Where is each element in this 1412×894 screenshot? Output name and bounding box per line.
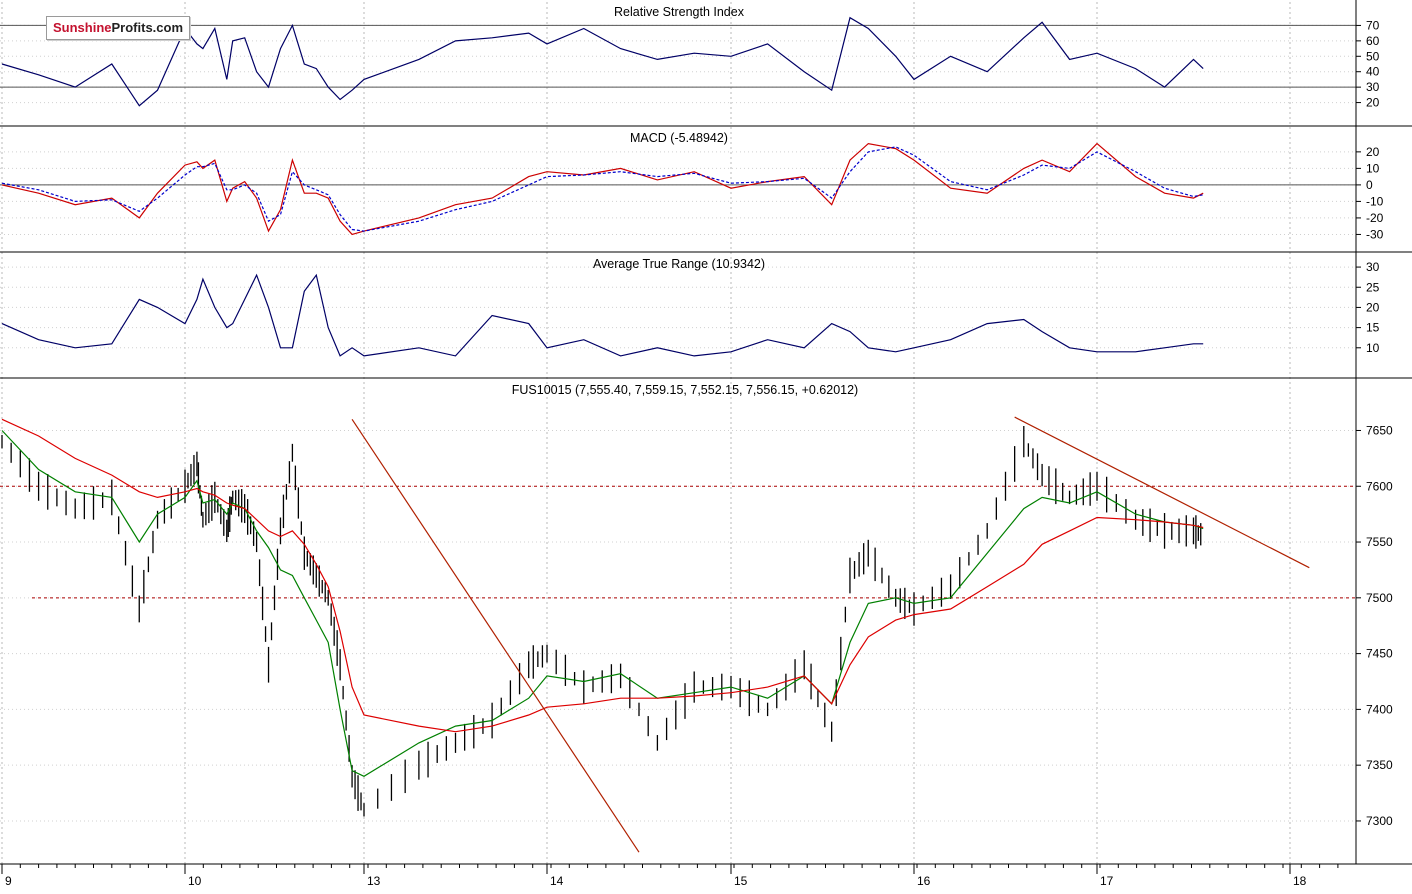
panel-1-ytick-label-2: 0 [1366, 178, 1373, 192]
x-tick-label-17: 17 [1100, 874, 1114, 888]
panel-1-ytick-label-1: 10 [1366, 161, 1380, 175]
panel-3-ytick-label-1: 7600 [1366, 479, 1393, 493]
x-tick-label-10: 10 [188, 874, 202, 888]
trendline-0 [351, 418, 640, 853]
panel-3-ytick-label-7: 7300 [1366, 814, 1393, 828]
panel-3-ytick-label-0: 7650 [1366, 423, 1393, 437]
panel-0-ytick-label-5: 20 [1366, 96, 1380, 110]
x-tick-label-13: 13 [367, 874, 381, 888]
moving-average-line-1 [1, 418, 1204, 733]
panel-2-ytick-label-3: 15 [1366, 321, 1380, 335]
x-tick-label-18: 18 [1293, 874, 1307, 888]
trendline-1 [1014, 416, 1310, 569]
panel-3-ytick-label-2: 7550 [1366, 535, 1393, 549]
logo: SunshineProfits.com [46, 16, 191, 40]
panel-0-ytick-label-1: 60 [1366, 34, 1380, 48]
panel-0-ytick-label-0: 70 [1366, 18, 1380, 32]
panel-0-ytick-label-4: 30 [1366, 80, 1380, 94]
panel-1-ytick-label-5: -30 [1366, 227, 1384, 241]
panel-1-ytick-label-3: -10 [1366, 194, 1384, 208]
panel-0-series-line-0 [1, 16, 1204, 107]
panel-2-series-line-0 [1, 273, 1204, 357]
panel-3-ytick-label-6: 7350 [1366, 758, 1393, 772]
panel-0-title: Relative Strength Index [614, 5, 745, 19]
panel-0-ytick-label-2: 50 [1366, 49, 1380, 63]
panel-2-ytick-label-0: 30 [1366, 260, 1380, 274]
panel-1-ytick-label-0: 20 [1366, 145, 1380, 159]
panel-1-ytick-label-4: -20 [1366, 211, 1384, 225]
panel-1-series-line-0 [1, 142, 1204, 236]
panel-3-ytick-label-3: 7500 [1366, 591, 1393, 605]
panel-0-ytick-label-3: 40 [1366, 65, 1380, 79]
logo-part-profits: Profits.com [111, 20, 184, 35]
moving-average-line-0 [1, 430, 1204, 777]
panel-2-ytick-label-2: 20 [1366, 300, 1380, 314]
panel-2-ytick-label-1: 25 [1366, 280, 1380, 294]
panel-1-title: MACD (-5.48942) [630, 131, 728, 145]
x-tick-label-9: 9 [5, 874, 12, 888]
panel-2-ytick-label-4: 10 [1366, 341, 1380, 355]
panel-3-ytick-label-5: 7400 [1366, 702, 1393, 716]
panel-2-title: Average True Range (10.9342) [593, 257, 765, 271]
panel-1-series-line-1 [1, 146, 1204, 232]
panel-3-ytick-label-4: 7450 [1366, 647, 1393, 661]
panel-3-title: FUS10015 (7,555.40, 7,559.15, 7,552.15, … [512, 383, 858, 397]
x-tick-label-15: 15 [734, 874, 748, 888]
x-tick-label-16: 16 [917, 874, 931, 888]
x-tick-label-14: 14 [550, 874, 564, 888]
logo-part-sunshine: Sunshine [53, 20, 112, 35]
